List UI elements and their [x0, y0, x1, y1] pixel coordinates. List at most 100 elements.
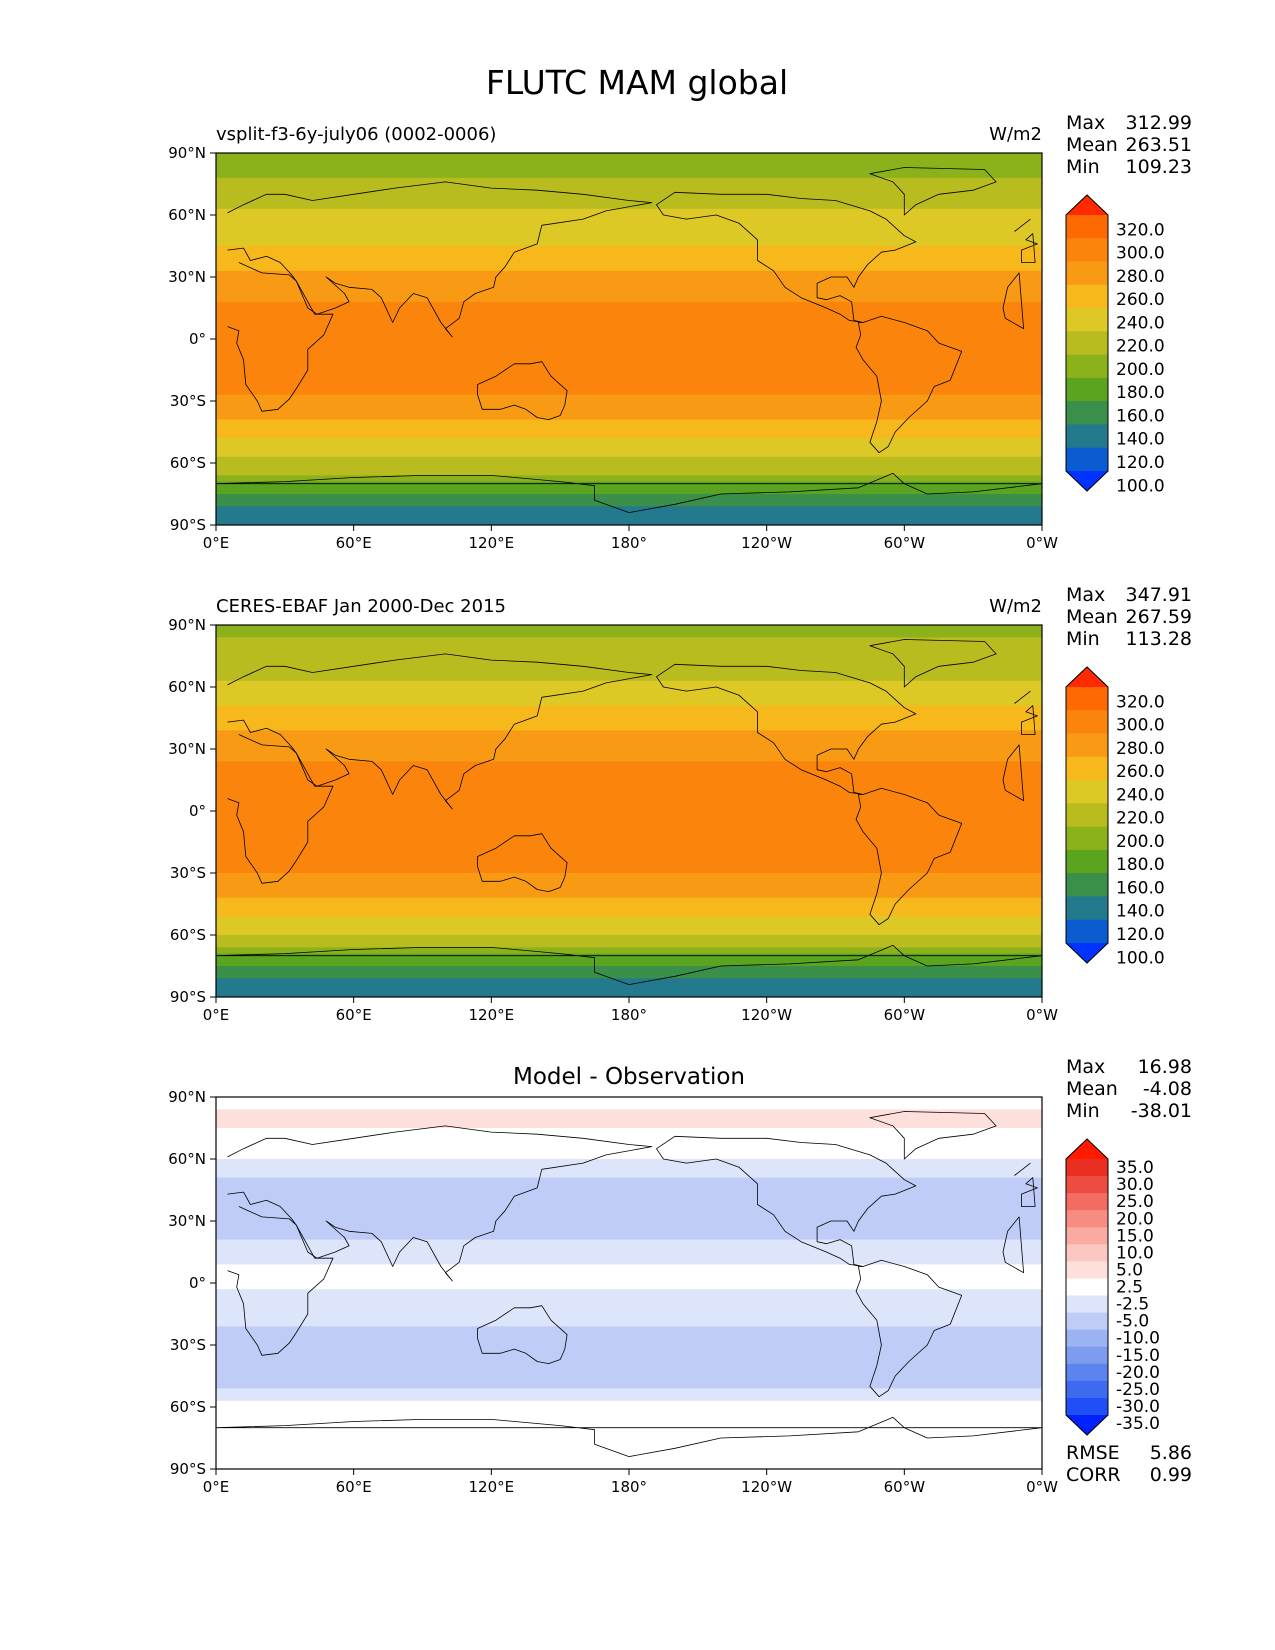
x-tick-label: 120°E — [469, 1006, 515, 1024]
field-band — [216, 1097, 1042, 1104]
field-band — [216, 699, 1042, 707]
colorbar-tick-label: 100.0 — [1116, 476, 1165, 496]
field-band — [216, 357, 1042, 365]
field-band — [216, 283, 1042, 290]
field-band — [216, 705, 1042, 713]
colorbar-tick-label: 180.0 — [1116, 855, 1165, 875]
colorbar-segment — [1066, 756, 1108, 781]
x-tick-label: 60°E — [336, 1006, 372, 1024]
field-band — [216, 885, 1042, 893]
panel-title: Model - Observation — [513, 1064, 745, 1090]
colorbar-segment — [1066, 308, 1108, 332]
field-band — [216, 1165, 1042, 1172]
colorbar-tick-label: 220.0 — [1116, 337, 1165, 357]
y-tick-label: 30°N — [168, 740, 206, 758]
coastline — [227, 1125, 1038, 1282]
x-tick-label: 120°W — [741, 534, 792, 552]
field-band — [216, 972, 1042, 979]
metric-label: CORR — [1066, 1464, 1121, 1486]
coastline — [855, 1259, 963, 1398]
field-band — [216, 1183, 1042, 1191]
field-band — [216, 277, 1042, 284]
x-tick-label: 60°W — [884, 1478, 926, 1496]
field-band — [216, 718, 1042, 725]
field-band — [216, 959, 1042, 967]
field-band — [216, 463, 1042, 470]
field-band — [216, 1320, 1042, 1327]
y-tick-label: 30°S — [170, 1336, 206, 1354]
field-band — [216, 631, 1042, 638]
y-tick-label: 60°N — [168, 1150, 206, 1168]
field-band — [216, 656, 1042, 663]
y-tick-label: 90°S — [170, 988, 206, 1006]
colorbar-outline — [1065, 666, 1109, 964]
field-band — [216, 1345, 1042, 1352]
field-band — [216, 649, 1042, 657]
colorbar-segment — [1066, 401, 1108, 425]
colorbar-tick-label: 200.0 — [1116, 360, 1165, 380]
field-band — [216, 320, 1042, 328]
colorbar-segment — [1066, 1176, 1108, 1194]
field-band — [216, 481, 1042, 489]
map-field — [216, 153, 1042, 525]
field-band — [216, 512, 1042, 520]
colorbar-tick-label: 10.0 — [1116, 1243, 1154, 1263]
colorbar-segment — [1066, 284, 1108, 309]
field-band — [216, 1462, 1042, 1469]
field-band — [216, 1270, 1042, 1278]
field-band — [216, 873, 1042, 880]
metric-value: 0.99 — [1150, 1464, 1192, 1486]
stat-label: Mean — [1066, 606, 1118, 628]
field-band — [216, 637, 1042, 645]
field-band — [216, 202, 1042, 210]
stat-label: Max — [1066, 112, 1105, 134]
field-band — [216, 680, 1042, 688]
coastline — [855, 315, 963, 454]
field-band — [216, 668, 1042, 676]
stat-label: Min — [1066, 1100, 1100, 1122]
field-band — [216, 1202, 1042, 1210]
field-band — [216, 339, 1042, 346]
field-band — [216, 177, 1042, 185]
colorbar-segment — [1066, 424, 1108, 449]
field-band — [216, 711, 1042, 719]
stat-label: Mean — [1066, 134, 1118, 156]
colorbar-tick-label: 35.0 — [1116, 1158, 1154, 1178]
field-band — [216, 1295, 1042, 1303]
stat-value: -38.01 — [1131, 1100, 1192, 1122]
colorbar-segment — [1066, 919, 1108, 944]
field-band — [216, 1338, 1042, 1346]
y-tick-label: 30°S — [170, 392, 206, 410]
field-band — [216, 1326, 1042, 1334]
colorbar-tick-label: 320.0 — [1116, 220, 1165, 240]
field-band — [216, 370, 1042, 377]
field-band — [216, 966, 1042, 973]
colorbar-segment — [1066, 1278, 1108, 1297]
field-band — [216, 736, 1042, 744]
y-tick-label: 60°S — [170, 1398, 206, 1416]
colorbar-tick-label: 100.0 — [1116, 948, 1165, 968]
colorbar-tick-label: 30.0 — [1116, 1175, 1154, 1195]
coastline — [869, 1111, 997, 1160]
colorbar-segment — [1066, 447, 1108, 472]
field-band — [216, 916, 1042, 924]
field-band — [216, 239, 1042, 247]
field-band — [216, 289, 1042, 297]
colorbar-extend-min — [1066, 1415, 1108, 1435]
field-band — [216, 1276, 1042, 1284]
field-band — [216, 215, 1042, 222]
x-tick-label: 60°E — [336, 534, 372, 552]
metric-label: RMSE — [1066, 1442, 1120, 1464]
field-band — [216, 904, 1042, 911]
field-band — [216, 860, 1042, 868]
colorbar-segment — [1066, 873, 1108, 897]
panel-units-label: W/m2 — [989, 596, 1042, 617]
field-band — [216, 438, 1042, 445]
colorbar-segment — [1066, 1380, 1108, 1399]
field-band — [216, 1152, 1042, 1160]
coastline — [227, 262, 1024, 412]
x-tick-label: 60°E — [336, 1478, 372, 1496]
colorbar-tick-label: 5.0 — [1116, 1260, 1143, 1280]
y-tick-label: 0° — [189, 1274, 206, 1292]
coastline — [477, 361, 568, 420]
